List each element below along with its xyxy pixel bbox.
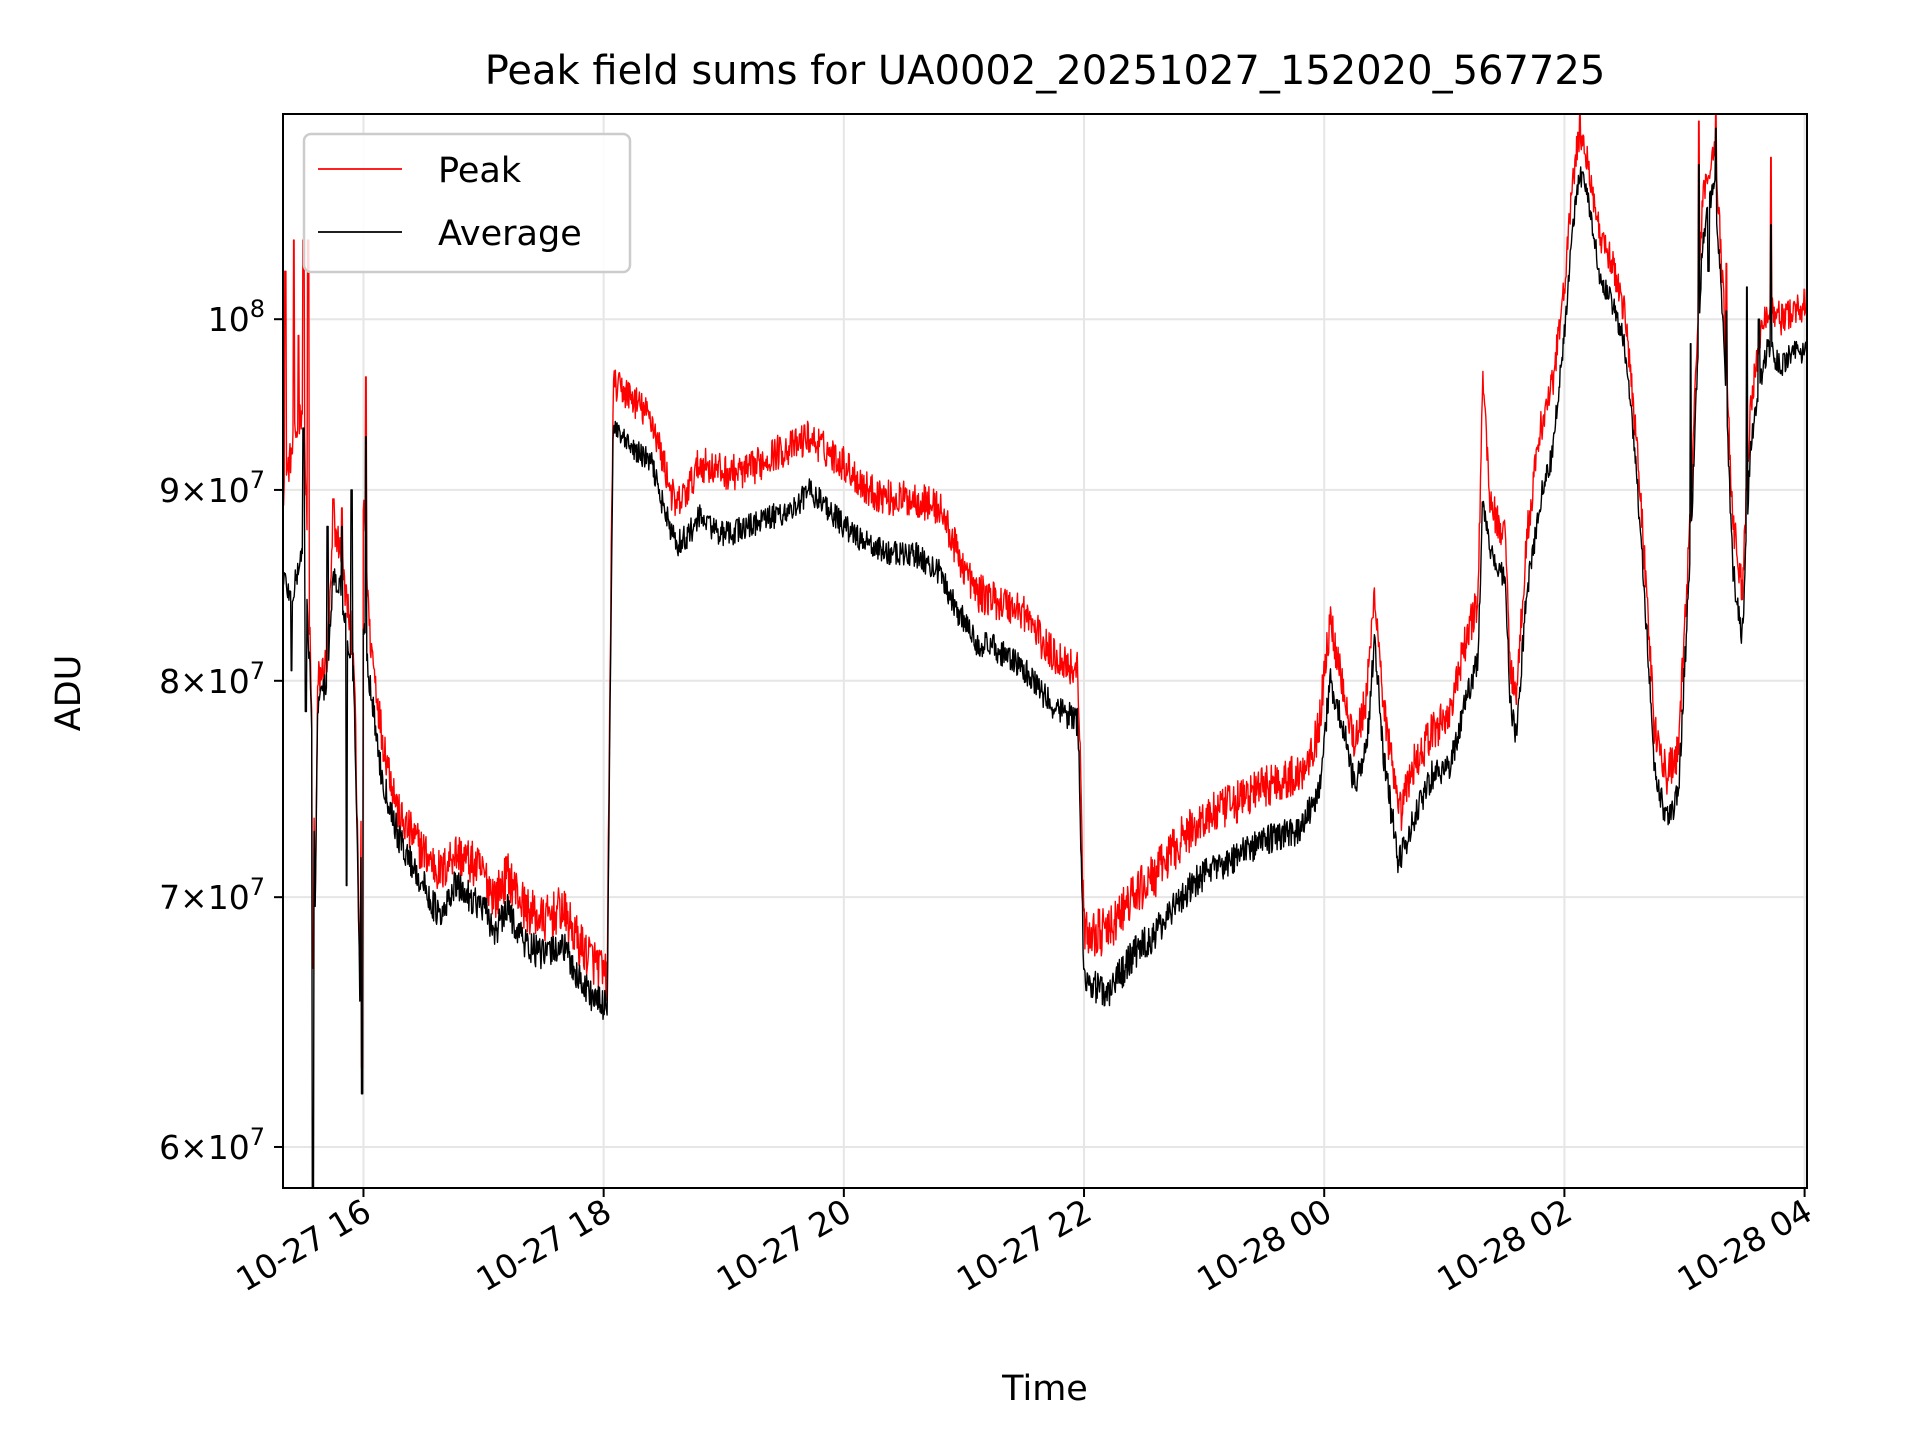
y-tick-label: 9×107	[159, 466, 265, 510]
plot-frame	[282, 113, 1808, 1189]
legend-label-average: Average	[438, 214, 582, 254]
y-tick-label: 6×107	[159, 1123, 265, 1167]
series-line-peak	[283, 114, 1807, 1069]
y-axis-label: ADU	[49, 655, 89, 732]
chart-title: Peak field sums for UA0002_20251027_1520…	[485, 48, 1606, 94]
legend-label-peak: Peak	[438, 151, 522, 191]
series-line-average	[283, 127, 1807, 1188]
y-axis: 6×107 7×107 8×107 9×107 108	[159, 295, 283, 1167]
legend: Peak Average	[302, 132, 632, 274]
y-tick-label: 8×107	[159, 657, 265, 701]
series-layer	[283, 114, 1807, 1188]
x-axis-label: Time	[1001, 1369, 1088, 1409]
y-tick-label: 108	[208, 295, 265, 339]
y-tick-label: 7×107	[159, 873, 265, 917]
